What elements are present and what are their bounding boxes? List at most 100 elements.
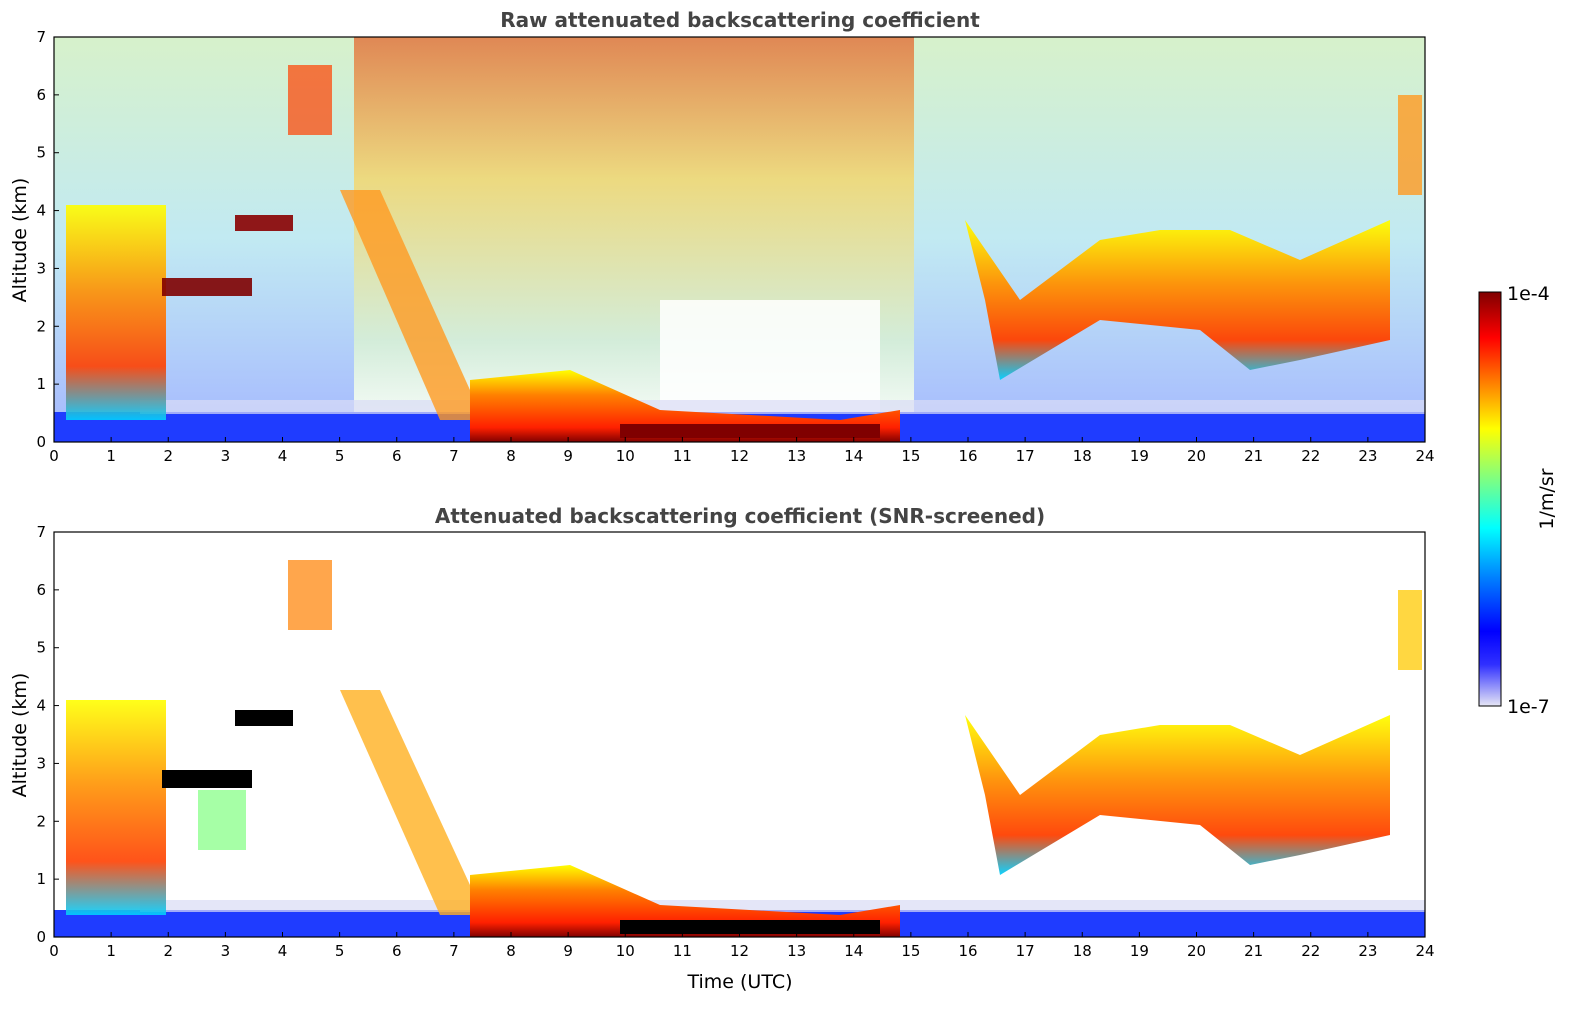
colorbar-gradient: [1478, 291, 1502, 707]
top-boundary-layer-haze: [140, 400, 1425, 414]
bottom-x-tick-label: 16: [958, 942, 977, 960]
bottom-x-tick-label: 24: [1415, 942, 1434, 960]
bottom-y-tick-label: 1: [36, 870, 46, 888]
colorbar: 1e-4 1e-7 1/m/sr: [1478, 283, 1558, 718]
top-x-tick-label: 23: [1358, 447, 1377, 465]
top-x-tick-label: 12: [730, 447, 749, 465]
top-x-tick-label: 5: [335, 447, 345, 465]
top-x-tick-label: 19: [1130, 447, 1149, 465]
bottom-x-ticks: 0 1 2 3 4 5 6 7 8 9 10 11 12 13 14 15 16 17 18 19 20 21 22 23 24: [49, 932, 1435, 960]
top-x-tick-label: 11: [673, 447, 692, 465]
bottom-x-tick-label: 11: [673, 942, 692, 960]
bottom-y-ticks: 0 1 2 3 4 5 6 7: [36, 523, 59, 946]
top-chart-title: Raw attenuated backscattering coefficien…: [500, 8, 980, 32]
top-x-tick-label: 2: [163, 447, 173, 465]
bottom-cloud-band: [965, 715, 1390, 875]
top-x-tick-label: 3: [221, 447, 231, 465]
bottom-y-tick-label: 0: [36, 928, 46, 946]
bottom-y-tick-label: 4: [36, 697, 46, 715]
top-x-tick-label: 21: [1244, 447, 1263, 465]
bottom-x-tick-label: 15: [901, 942, 920, 960]
bottom-x-tick-label: 23: [1358, 942, 1377, 960]
bottom-x-tick-label: 4: [278, 942, 288, 960]
bottom-y-tick-label: 5: [36, 639, 46, 657]
top-x-tick-label: 17: [1016, 447, 1035, 465]
top-x-tick-label: 24: [1415, 447, 1434, 465]
top-x-tick-label: 1: [106, 447, 116, 465]
bottom-descending-cloud: [340, 690, 470, 915]
top-fog-dense-band: [620, 424, 880, 438]
bottom-x-tick-label: 19: [1130, 942, 1149, 960]
bottom-x-tick-label: 17: [1016, 942, 1035, 960]
bottom-y-tick-label: 2: [36, 812, 46, 830]
bottom-thin-cloud-layer-2.7km: [162, 770, 252, 788]
bottom-x-tick-label: 14: [844, 942, 863, 960]
top-x-tick-label: 10: [616, 447, 635, 465]
bottom-x-tick-label: 12: [730, 942, 749, 960]
bottom-y-tick-label: 7: [36, 523, 46, 541]
top-x-tick-label: 15: [901, 447, 920, 465]
bottom-high-cloud-late: [1398, 590, 1422, 670]
bottom-x-tick-label: 7: [449, 942, 459, 960]
bottom-chart-title: Attenuated backscattering coefficient (S…: [435, 504, 1045, 528]
bottom-y-tick-label: 6: [36, 581, 46, 599]
top-high-cloud-late: [1398, 95, 1422, 195]
snr-screened-panel: Attenuated backscattering coefficient (S…: [9, 504, 1435, 993]
top-y-tick-label: 4: [36, 202, 46, 220]
colorbar-unit-label: 1/m/sr: [1536, 468, 1558, 529]
top-x-tick-label: 22: [1301, 447, 1320, 465]
bottom-high-cloud: [288, 560, 332, 630]
bottom-x-tick-label: 1: [106, 942, 116, 960]
top-y-tick-label: 1: [36, 375, 46, 393]
bottom-x-tick-label: 3: [221, 942, 231, 960]
top-thin-cloud-layer-3.75km: [235, 215, 293, 231]
top-descending-cloud: [340, 190, 470, 420]
bottom-x-tick-label: 22: [1301, 942, 1320, 960]
bottom-x-tick-label: 13: [787, 942, 806, 960]
bottom-x-tick-label: 6: [392, 942, 402, 960]
top-x-tick-label: 20: [1187, 447, 1206, 465]
bottom-cloud-patch: [198, 790, 246, 850]
bottom-fog-dense-band: [620, 920, 880, 934]
bottom-x-tick-label: 2: [163, 942, 173, 960]
top-cloud-band: [965, 220, 1390, 380]
bottom-x-tick-label: 18: [1073, 942, 1092, 960]
raw-backscatter-panel: Raw attenuated backscattering coefficien…: [9, 8, 1435, 465]
top-high-cloud: [288, 65, 332, 135]
bottom-x-tick-label: 9: [563, 942, 573, 960]
top-y-tick-label: 2: [36, 317, 46, 335]
top-y-tick-label: 6: [36, 86, 46, 104]
top-low-cloud-early: [66, 205, 166, 420]
top-y-tick-label: 3: [36, 259, 46, 277]
top-y-ticks: 0 1 2 3 4 5 6 7: [36, 28, 59, 451]
top-y-tick-label: 7: [36, 28, 46, 46]
top-thin-cloud-layer-2.7km: [162, 278, 252, 296]
colorbar-min-label: 1e-7: [1507, 696, 1550, 718]
bottom-x-tick-label: 20: [1187, 942, 1206, 960]
top-y-tick-label: 5: [36, 144, 46, 162]
top-y-tick-label: 0: [36, 433, 46, 451]
top-x-tick-label: 0: [49, 447, 59, 465]
bottom-x-tick-label: 21: [1244, 942, 1263, 960]
top-y-axis-label: Altitude (km): [9, 178, 31, 303]
top-x-ticks: 0 1 2 3 4 5 6 7 8 9 10 11 12 13 14 15 16 17 18 19 20 21 22 23 24: [49, 437, 1435, 465]
top-x-tick-label: 8: [506, 447, 516, 465]
bottom-low-cloud-early: [66, 700, 166, 915]
top-x-tick-label: 14: [844, 447, 863, 465]
bottom-boundary-layer-haze: [140, 900, 1425, 912]
bottom-x-tick-label: 5: [335, 942, 345, 960]
top-plot-area: [54, 37, 1425, 442]
bottom-y-axis-label: Altitude (km): [9, 673, 31, 798]
top-x-tick-label: 18: [1073, 447, 1092, 465]
colorbar-max-label: 1e-4: [1507, 283, 1550, 305]
top-x-tick-label: 13: [787, 447, 806, 465]
bottom-plot-area: [54, 560, 1425, 937]
bottom-x-tick-label: 0: [49, 942, 59, 960]
top-x-tick-label: 7: [449, 447, 459, 465]
top-x-tick-label: 6: [392, 447, 402, 465]
top-x-tick-label: 4: [278, 447, 288, 465]
top-x-tick-label: 9: [563, 447, 573, 465]
bottom-fog-layer: [470, 865, 900, 937]
bottom-x-tick-label: 10: [616, 942, 635, 960]
